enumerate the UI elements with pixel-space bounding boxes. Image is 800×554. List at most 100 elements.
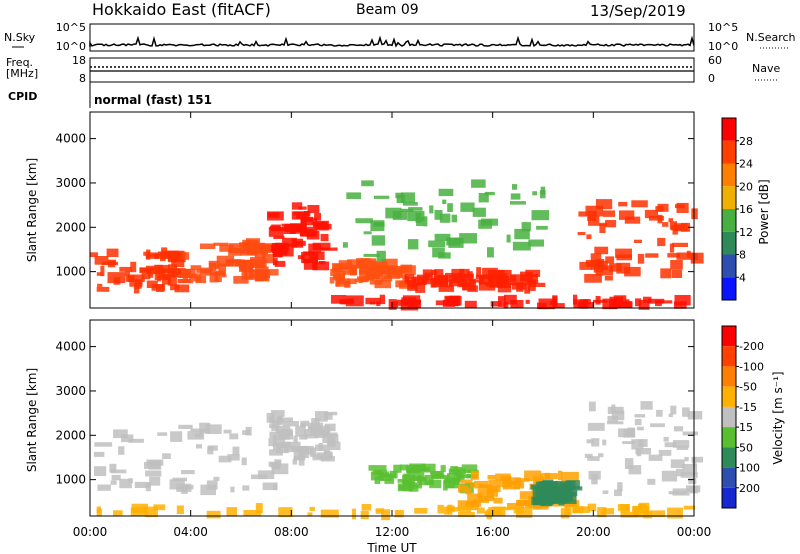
power-echo-cell xyxy=(233,276,249,284)
power-echo-cell xyxy=(457,282,469,288)
power-echo-cell xyxy=(579,261,593,270)
power-echo-cell xyxy=(593,299,608,303)
velocity-echo-cell xyxy=(614,489,622,497)
x-tick-labels: 00:00 04:00 08:00 12:00 16:00 20:00 00:00 xyxy=(73,525,712,539)
power-echo-cell xyxy=(329,276,335,284)
power-echo-cell xyxy=(358,268,375,275)
power-echo-cell xyxy=(537,302,547,309)
velocity-echo-cell xyxy=(470,470,479,480)
velocity-colorbar-segment xyxy=(722,406,736,428)
velocity-echo-cell xyxy=(469,500,479,511)
velocity-echo-cell xyxy=(607,421,624,425)
velocity-echo-cell xyxy=(182,485,194,490)
velocity-echo-cell xyxy=(632,505,640,515)
power-echo-cell xyxy=(268,227,284,237)
power-echo-cell xyxy=(366,272,373,280)
power-echo-cell xyxy=(273,235,285,239)
power-echo-cell xyxy=(312,261,330,271)
velocity-y-tick-label: 2000 xyxy=(55,428,86,442)
velocity-echo-cell xyxy=(636,426,644,431)
power-colorbar-segment xyxy=(722,163,736,187)
power-echo-cell xyxy=(250,257,266,267)
velocity-colorbar-segment xyxy=(722,427,736,448)
power-echo-cell xyxy=(279,247,294,257)
velocity-echo-cell xyxy=(414,507,428,514)
power-echo-cell xyxy=(182,274,189,283)
velocity-echo-cell xyxy=(94,442,113,447)
power-echo-cell xyxy=(312,242,331,250)
power-echo-cell xyxy=(154,273,169,280)
velocity-echo-cell xyxy=(688,478,697,485)
power-echo-cell xyxy=(490,301,502,307)
power-echo-cell xyxy=(291,202,303,210)
power-echo-cell xyxy=(578,211,587,217)
power-echo-cell xyxy=(365,297,381,305)
power-colorbar-tick-label: 24 xyxy=(739,158,753,171)
power-echo-cell xyxy=(360,258,377,269)
nsky-frame xyxy=(89,23,695,52)
power-echo-cell xyxy=(549,301,557,305)
power-echo-cell xyxy=(294,240,306,246)
power-colorbar-segment xyxy=(722,118,736,141)
power-echo-cell xyxy=(595,199,613,210)
power-echo-cell xyxy=(479,275,493,285)
velocity-echo-cell xyxy=(232,446,240,456)
velocity-echo-cell xyxy=(417,475,422,483)
power-echo-cell xyxy=(525,299,530,304)
power-echo-cell xyxy=(157,269,165,278)
power-echo-cell xyxy=(525,269,541,277)
power-echo-cell xyxy=(260,243,279,249)
velocity-echo-cell xyxy=(446,473,462,482)
power-echo-cell xyxy=(148,268,154,278)
power-echo-cell xyxy=(300,217,307,228)
velocity-echo-cell xyxy=(602,490,609,494)
velocity-echo-cell xyxy=(591,438,600,447)
power-echo-cell xyxy=(209,262,217,271)
power-y-tick-label: 1000 xyxy=(55,265,86,279)
velocity-echo-cell xyxy=(676,468,684,477)
velocity-echo-cell xyxy=(469,483,475,487)
power-echo-cell xyxy=(510,274,528,286)
power-echo-cell xyxy=(335,278,340,287)
velocity-echo-cell xyxy=(379,473,393,481)
velocity-echo-cell xyxy=(229,433,239,440)
velocity-colorbar-tick-label: -50 xyxy=(739,381,757,394)
velocity-colorbar-tick-label: 15 xyxy=(739,421,753,434)
power-echo-cell xyxy=(282,237,297,247)
velocity-echo-cell xyxy=(274,459,282,463)
power-echo-cell xyxy=(487,247,494,258)
velocity-echo-cell xyxy=(628,465,642,475)
velocity-echo-cell xyxy=(409,484,419,492)
power-echo-cell xyxy=(482,267,498,278)
velocity-echo-cell xyxy=(144,506,158,518)
power-echo-cell xyxy=(438,285,455,292)
freq-left-tick-bottom: 8 xyxy=(79,72,86,85)
velocity-echo-cell xyxy=(378,473,385,477)
power-echo-cell xyxy=(274,260,286,267)
velocity-echo-cell xyxy=(397,483,413,492)
power-echo-cell xyxy=(671,269,683,278)
power-echo-cell xyxy=(433,269,444,280)
power-echo-cell xyxy=(510,300,524,308)
velocity-echo-cell xyxy=(458,512,475,517)
velocity-echo-cell xyxy=(218,455,232,463)
velocity-echo-cell xyxy=(525,503,543,509)
velocity-echo-cell xyxy=(309,506,315,511)
power-echo-cell xyxy=(213,242,229,246)
power-y-tick-label: 2000 xyxy=(55,220,86,234)
power-echo-cell xyxy=(429,205,434,214)
power-echo-cell xyxy=(269,225,280,230)
velocity-echo-cell xyxy=(486,485,501,493)
x-tick-label: 00:00 xyxy=(73,525,108,539)
velocity-echo-cell xyxy=(255,503,263,514)
velocity-echo-cell xyxy=(276,417,293,422)
velocity-echo-cell xyxy=(467,493,483,502)
velocity-ylabel: Slant Range [km] xyxy=(25,368,39,472)
power-echo-cell xyxy=(624,266,641,277)
power-echo-cell xyxy=(422,269,433,278)
power-echo-cell xyxy=(171,259,185,268)
power-colorbar-segment xyxy=(722,277,736,301)
power-echo-cell xyxy=(605,220,617,228)
velocity-echo-cell xyxy=(196,444,203,449)
power-echo-cell xyxy=(415,299,421,304)
